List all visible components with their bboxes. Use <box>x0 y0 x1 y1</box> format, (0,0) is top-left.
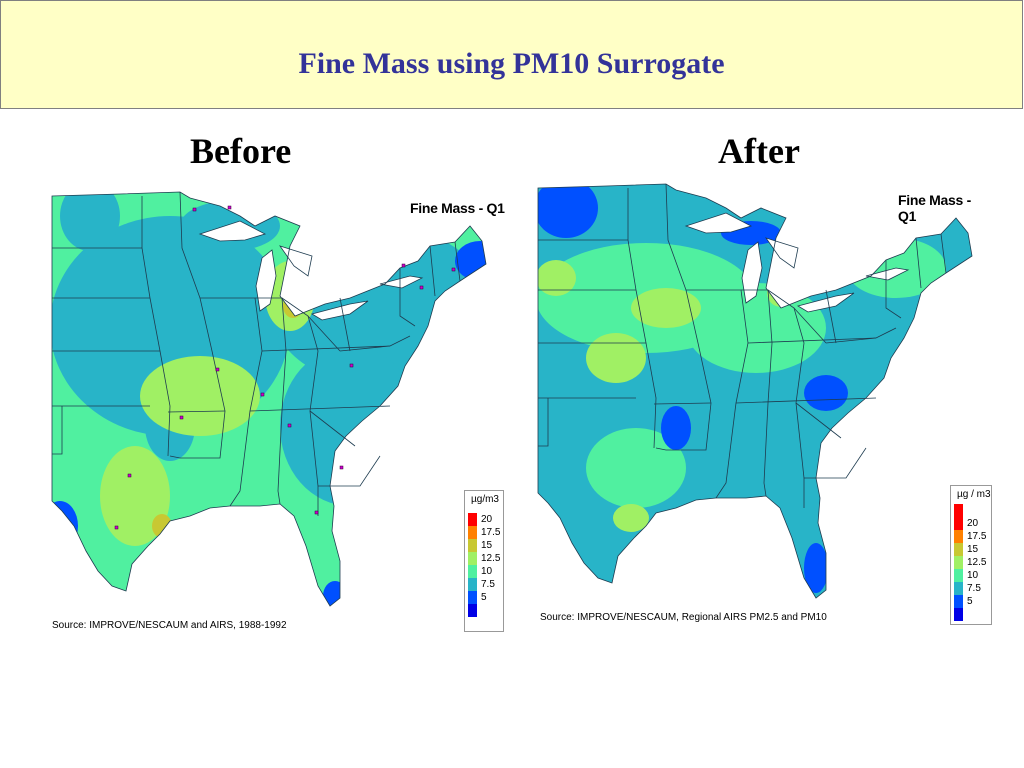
after-map-title: Fine Mass - Q1 <box>898 192 971 224</box>
before-legend-unit: µg/m3 <box>471 494 499 505</box>
before-legend: µg/m3 20 17.5 15 12.5 10 7.5 5 <box>464 490 504 632</box>
before-map <box>51 191 487 607</box>
before-label: Before <box>190 131 292 171</box>
before-map-title: Fine Mass - Q1 <box>410 200 505 216</box>
after-source-note: Source: IMPROVE/NESCAUM, Regional AIRS P… <box>540 612 827 623</box>
after-map <box>537 183 973 599</box>
after-legend-unit: µg / m3 <box>957 489 991 500</box>
slide-title: Fine Mass using PM10 Surrogate <box>298 47 725 80</box>
before-source-note: Source: IMPROVE/NESCAUM and AIRS, 1988-1… <box>52 620 287 631</box>
title-banner: Fine Mass using PM10 Surrogate <box>0 0 1023 109</box>
after-legend: µg / m3 20 17.5 15 12.5 10 7.5 5 <box>950 485 992 625</box>
after-label: After <box>718 131 800 171</box>
before-map-panel: Fine Mass - Q1 Source: IMPROVE/NESCAUM a… <box>50 186 506 636</box>
after-map-panel: Fine Mass - Q1 Source: IMPROVE/NESCAUM, … <box>536 178 992 628</box>
